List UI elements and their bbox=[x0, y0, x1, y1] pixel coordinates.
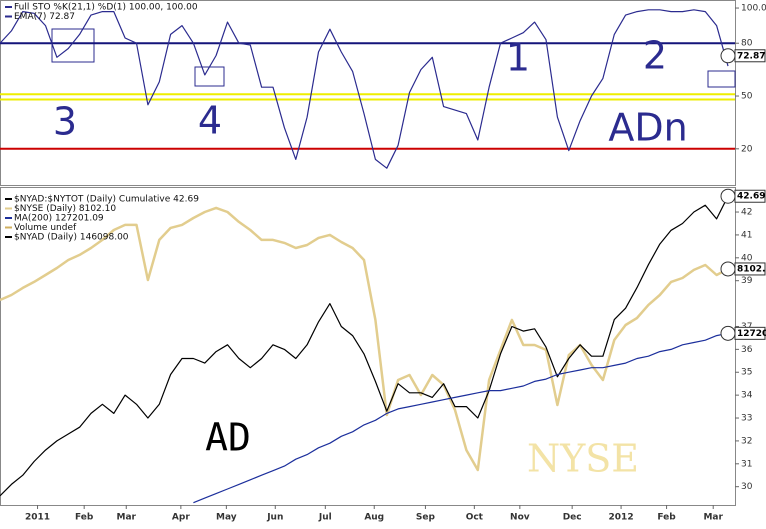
legend-label: Volume undef bbox=[14, 223, 77, 233]
x-tick-label: 2011 bbox=[25, 513, 50, 523]
annotation: NYSE bbox=[527, 437, 639, 481]
x-tick-label: Feb bbox=[657, 513, 676, 523]
legend-label: $NYAD (Daily) 146098.00 bbox=[14, 233, 129, 243]
annotation: 4 bbox=[198, 99, 222, 143]
highlight-box bbox=[707, 70, 736, 88]
x-tick-label: Apr bbox=[172, 513, 190, 523]
y-tick-label: 50 bbox=[741, 92, 753, 102]
x-tick-label: Dec bbox=[563, 513, 582, 523]
y-tick-label: 36 bbox=[741, 345, 753, 355]
annotation: 3 bbox=[53, 100, 77, 144]
value-tag-marker bbox=[720, 48, 736, 64]
annotation: AD bbox=[205, 416, 251, 460]
y-tick-label: 40 bbox=[741, 253, 753, 263]
y-tick-label: 41 bbox=[741, 230, 752, 240]
value-tag bbox=[734, 189, 766, 203]
x-tick-label: Oct bbox=[466, 513, 484, 523]
value-tag bbox=[734, 262, 766, 276]
value-tag-label: 72.87 bbox=[737, 51, 765, 61]
legend-label: Full STO %K(21,1) %D(1) 100.00, 100.00 bbox=[14, 3, 198, 13]
x-tick-label: Jul bbox=[318, 513, 332, 523]
x-tick-label: 2012 bbox=[609, 513, 634, 523]
y-tick-label: 42 bbox=[741, 208, 752, 218]
legend-label: EMA(7) 72.87 bbox=[14, 12, 75, 22]
highlight-box bbox=[51, 28, 95, 63]
value-tag-marker bbox=[720, 261, 736, 277]
y-tick-label: 20 bbox=[741, 144, 753, 154]
value-tag-label: 42.69 bbox=[737, 192, 765, 202]
value-tag bbox=[734, 326, 766, 340]
value-tag-marker bbox=[720, 325, 736, 341]
value-tag-label: 8102.1 bbox=[737, 264, 766, 274]
y-tick-label: 35 bbox=[741, 368, 752, 378]
y-tick-label: 39 bbox=[741, 276, 753, 286]
x-tick-label: Jun bbox=[266, 513, 283, 523]
annotation: 1 bbox=[506, 36, 530, 80]
x-tick-label: Mar bbox=[117, 513, 137, 523]
annotation: 2 bbox=[643, 34, 667, 78]
y-tick-label: 34 bbox=[741, 391, 753, 401]
x-tick-label: Aug bbox=[364, 513, 384, 523]
value-tag-marker bbox=[720, 188, 736, 204]
annotation: ADn bbox=[608, 106, 687, 150]
legend-label: MA(200) 127201.09 bbox=[14, 214, 104, 224]
x-tick-label: Feb bbox=[75, 513, 94, 523]
series-line bbox=[0, 195, 729, 497]
series-line bbox=[0, 9, 729, 169]
value-tag bbox=[734, 49, 766, 63]
x-tick-label: Mar bbox=[703, 513, 723, 523]
y-tick-label: 30 bbox=[741, 482, 753, 492]
legend-label: $NYAD:$NYTOT (Daily) Cumulative 42.69 bbox=[14, 195, 199, 205]
x-tick-label: Nov bbox=[510, 513, 530, 523]
y-tick-label: 31 bbox=[741, 459, 752, 469]
y-tick-label: 32 bbox=[741, 436, 752, 446]
x-tick-label: May bbox=[216, 513, 237, 523]
top-panel bbox=[0, 0, 736, 186]
value-tag-label: 12720 bbox=[737, 329, 766, 339]
y-tick-label: 80 bbox=[741, 39, 753, 49]
x-tick-label: Sep bbox=[416, 513, 436, 523]
y-tick-label: 33 bbox=[741, 414, 752, 424]
series-line bbox=[193, 332, 729, 504]
legend-label: $NYSE (Daily) 8102.10 bbox=[14, 204, 116, 214]
y-tick-label: 100.00 bbox=[741, 4, 766, 14]
